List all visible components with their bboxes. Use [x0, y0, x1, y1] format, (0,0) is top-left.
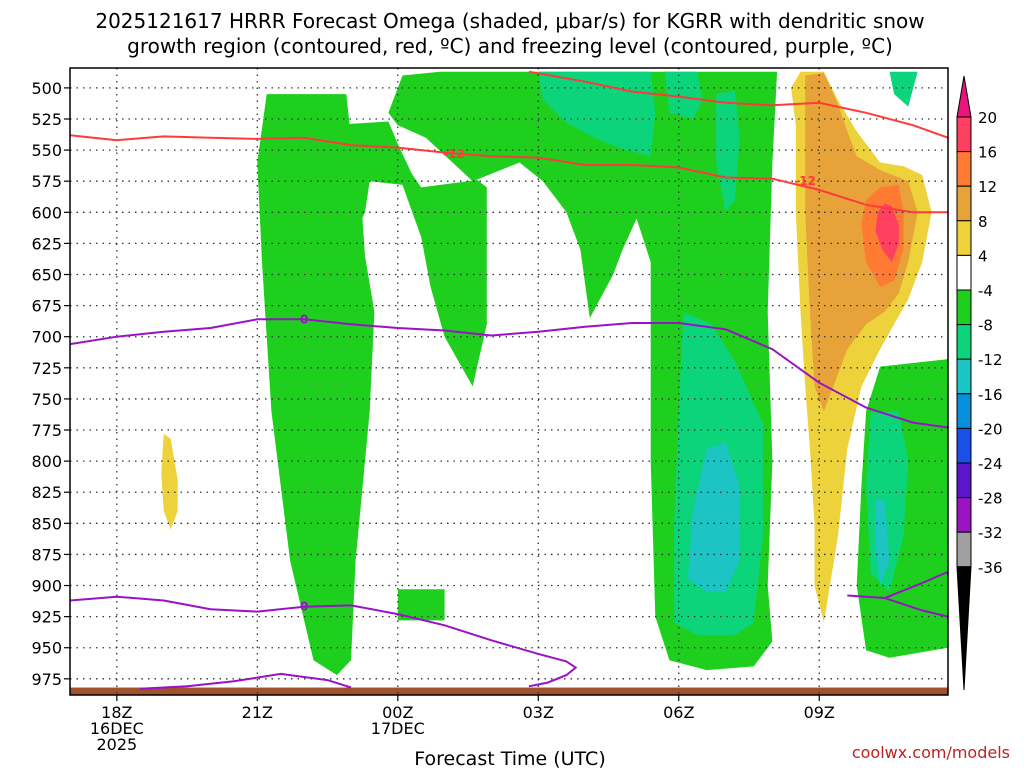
- colorbar-swatch: [956, 289, 972, 326]
- y-tick-label: 925: [31, 608, 62, 627]
- colorbar-swatch: [956, 116, 972, 153]
- colorbar-label: 12: [978, 178, 997, 196]
- isotherm-purple-0: [70, 318, 948, 429]
- omega-region-8-0: [805, 73, 918, 412]
- isotherm-red-0: [70, 134, 948, 214]
- y-tick-label: 825: [31, 483, 62, 502]
- isotherm-purple-1: [70, 595, 578, 688]
- colorbar: 20 16 12 8 4 -4 -8 -12 -16 -20 -24 -28 -32 -36: [956, 75, 1003, 691]
- colorbar-swatch: [956, 393, 972, 429]
- y-tick-label: 725: [31, 359, 62, 378]
- colorbar-label: -8: [978, 317, 993, 335]
- y-tick-label: 575: [31, 172, 62, 191]
- omega-region-4-1: [161, 433, 178, 530]
- x-tick-label: 00Z: [382, 703, 413, 722]
- x-tick-label: 18Z: [101, 703, 132, 722]
- isotherm-purple-4: [884, 570, 948, 599]
- y-tick-label: 950: [31, 639, 62, 658]
- isotherm-purple-2: [140, 672, 352, 690]
- colorbar-swatch: [956, 462, 972, 499]
- credit-text: coolwx.com/models: [852, 743, 1010, 762]
- y-tick-label: 600: [31, 203, 62, 222]
- y-axis: 500 525 550 575 600 625 650 675 700 725 750 775 800 8…: [31, 79, 70, 689]
- chart-title-line2: growth region (contoured, red, ºC) and f…: [127, 34, 893, 58]
- colorbar-label: -4: [978, 282, 993, 300]
- y-tick-label: 625: [31, 234, 62, 253]
- omega-region-neg8-0: [538, 71, 656, 157]
- colorbar-swatch: [956, 324, 972, 360]
- colorbar-swatch: [956, 254, 972, 291]
- y-tick-label: 525: [31, 110, 62, 129]
- colorbar-label: -16: [978, 386, 1003, 404]
- y-tick-label: 675: [31, 297, 62, 316]
- y-tick-label: 875: [31, 545, 62, 564]
- isotherm-purple-label: 0: [300, 600, 308, 614]
- omega-region-16-0: [875, 203, 899, 263]
- y-tick-label: 900: [31, 577, 62, 596]
- colorbar-label: 20: [978, 109, 997, 127]
- y-tick-label: 800: [31, 452, 62, 471]
- y-tick-label: 850: [31, 514, 62, 533]
- colorbar-label: -12: [978, 351, 1003, 369]
- x-tick-label: 2025: [96, 735, 137, 754]
- isotherm-red-label: -12: [794, 174, 816, 188]
- colorbar-label: -28: [978, 490, 1003, 508]
- x-tick-label: 09Z: [804, 703, 835, 722]
- colorbar-label: 4: [978, 247, 988, 265]
- omega-region-neg4-2: [285, 121, 487, 387]
- colorbar-label: -24: [978, 455, 1003, 473]
- y-tick-label: 650: [31, 266, 62, 285]
- x-axis-label: Forecast Time (UTC): [414, 748, 605, 768]
- y-tick-label: 975: [31, 670, 62, 689]
- plot-area: [70, 68, 948, 695]
- y-tick-label: 700: [31, 328, 62, 347]
- y-tick-label: 550: [31, 141, 62, 160]
- isotherm-red-label: -12: [443, 147, 465, 161]
- x-tick-label: 17DEC: [371, 719, 425, 738]
- colorbar-swatch: [956, 427, 972, 464]
- omega-region-neg8-5: [889, 71, 918, 107]
- x-tick-label: 03Z: [523, 703, 554, 722]
- terrain-ground: [70, 687, 948, 695]
- y-tick-label: 500: [31, 79, 62, 98]
- omega-region-neg12-1: [875, 498, 890, 586]
- colorbar-label: -36: [978, 559, 1003, 577]
- colorbar-bottom-arrow: [956, 566, 972, 691]
- colorbar-top-arrow: [956, 75, 972, 118]
- isotherm-red-1: [528, 70, 948, 139]
- omega-region-neg8-1: [664, 71, 703, 119]
- y-tick-label: 750: [31, 390, 62, 409]
- colorbar-label: 16: [978, 144, 997, 162]
- colorbar-swatch: [956, 497, 972, 533]
- isotherm-lines: -12 -12 0 0: [70, 70, 948, 690]
- colorbar-swatch: [956, 531, 972, 568]
- plot-frame: [69, 67, 949, 696]
- isotherm-purple-3: [847, 594, 948, 618]
- colorbar-swatch: [956, 185, 972, 222]
- isotherm-purple-label: 0: [300, 312, 308, 326]
- x-tick-label: 21Z: [242, 703, 273, 722]
- colorbar-label: -32: [978, 524, 1003, 542]
- chart-title-line1: 2025121617 HRRR Forecast Omega (shaded, …: [95, 9, 924, 33]
- omega-region-neg4-3: [397, 589, 445, 621]
- y-tick-label: 775: [31, 421, 62, 440]
- x-tick-label: 16DEC: [90, 719, 144, 738]
- colorbar-swatch: [956, 358, 972, 395]
- colorbar-swatch: [956, 220, 972, 256]
- x-tick-label: 06Z: [663, 703, 694, 722]
- colorbar-label: 8: [978, 213, 988, 231]
- colorbar-label: -20: [978, 420, 1003, 438]
- colorbar-swatch: [956, 151, 972, 187]
